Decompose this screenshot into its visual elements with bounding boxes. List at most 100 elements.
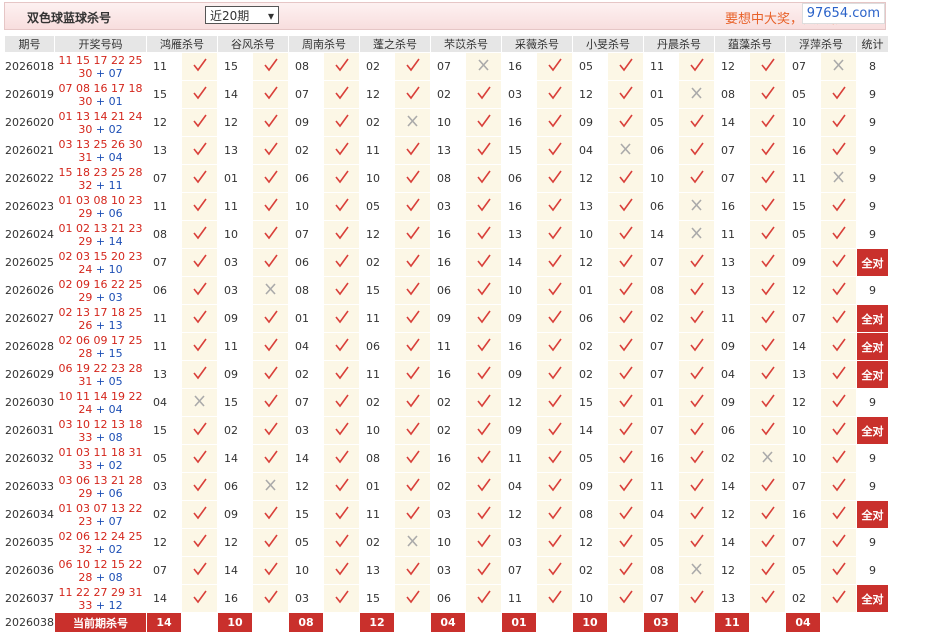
result-cell xyxy=(749,584,786,613)
result-cell xyxy=(252,360,289,389)
result-cell xyxy=(536,80,573,109)
check-icon xyxy=(263,422,278,436)
result-cell xyxy=(465,500,502,529)
check-icon xyxy=(334,142,349,156)
red-ball: 23 xyxy=(128,221,143,235)
result-cell xyxy=(678,248,715,277)
red-ball: 01 xyxy=(58,445,73,459)
kill-number: 06 xyxy=(714,416,750,445)
check-icon xyxy=(405,394,420,408)
kill-number: 11 xyxy=(643,472,679,501)
result-cell xyxy=(394,584,431,613)
red-ball: 03 xyxy=(76,445,90,459)
result-cell xyxy=(394,360,431,389)
red-ball: 24 xyxy=(128,109,143,123)
result-cell xyxy=(678,220,715,249)
draw-numbers: 03 06 13 21 28 29 + 06 xyxy=(54,472,147,501)
kill-number: 11 xyxy=(217,192,253,221)
kill-number: 05 xyxy=(572,52,608,81)
red-ball: 12 xyxy=(93,417,108,431)
kill-number: 12 xyxy=(572,248,608,277)
kill-number: 12 xyxy=(146,528,182,557)
check-icon xyxy=(547,226,562,240)
kill-number: 16 xyxy=(785,500,821,529)
red-ball: 32 xyxy=(78,178,93,192)
kill-number: 10 xyxy=(785,416,821,445)
check-icon xyxy=(334,310,349,324)
period: 2026020 xyxy=(4,108,55,137)
empty-cell xyxy=(820,612,857,633)
result-cell xyxy=(536,500,573,529)
red-ball: 13 xyxy=(93,473,108,487)
red-ball: 03 xyxy=(76,501,90,515)
draw-numbers: 01 03 07 13 22 23 + 07 xyxy=(54,500,147,529)
check-icon xyxy=(689,282,704,296)
check-icon xyxy=(476,198,491,212)
blue-ball: + 08 xyxy=(95,430,123,444)
result-cell xyxy=(394,52,431,81)
result-cell xyxy=(536,192,573,221)
kill-number: 13 xyxy=(714,248,750,277)
result-cell xyxy=(678,80,715,109)
red-ball: 12 xyxy=(93,529,108,543)
red-ball: 12 xyxy=(93,557,108,571)
red-ball: 01 xyxy=(58,193,73,207)
result-cell xyxy=(323,304,360,333)
draw-numbers: 02 03 15 20 23 24 + 10 xyxy=(54,248,147,277)
kill-number: 04 xyxy=(714,360,750,389)
result-cell xyxy=(252,332,289,361)
result-cell xyxy=(536,248,573,277)
check-icon xyxy=(192,170,207,184)
draw-numbers: 01 03 08 10 23 29 + 06 xyxy=(54,192,147,221)
period: 2026036 xyxy=(4,556,55,585)
period: 2026032 xyxy=(4,444,55,473)
result-cell xyxy=(465,80,502,109)
check-icon xyxy=(476,394,491,408)
check-icon xyxy=(689,450,704,464)
kill-number: 04 xyxy=(288,332,324,361)
result-cell xyxy=(394,248,431,277)
check-icon xyxy=(760,254,775,268)
period: 2026034 xyxy=(4,500,55,529)
red-ball: 17 xyxy=(93,53,108,67)
kill-number: 08 xyxy=(643,556,679,585)
result-cell xyxy=(678,164,715,193)
red-ball: 15 xyxy=(76,53,90,67)
red-ball: 18 xyxy=(76,165,90,179)
result-cell xyxy=(607,472,644,501)
check-icon xyxy=(689,506,704,520)
kill-number: 14 xyxy=(217,80,253,109)
result-cell xyxy=(820,528,857,557)
check-icon xyxy=(405,590,420,604)
result-cell xyxy=(749,276,786,305)
red-ball: 06 xyxy=(58,557,73,571)
stat: 全对 xyxy=(856,360,889,389)
period: 2026022 xyxy=(4,164,55,193)
result-cell xyxy=(181,136,218,165)
result-cell xyxy=(749,472,786,501)
result-cell xyxy=(820,276,857,305)
empty-cell xyxy=(252,612,289,633)
kill-number: 03 xyxy=(288,584,324,613)
red-ball: 22 xyxy=(76,585,90,599)
check-icon xyxy=(476,282,491,296)
current-kill: 04 xyxy=(430,612,466,633)
result-cell xyxy=(536,388,573,417)
red-ball: 18 xyxy=(111,445,125,459)
draw-numbers: 03 13 25 26 30 31 + 04 xyxy=(54,136,147,165)
kill-number: 09 xyxy=(501,416,537,445)
period: 2026018 xyxy=(4,52,55,81)
kill-number: 10 xyxy=(643,164,679,193)
kill-number: 16 xyxy=(501,192,537,221)
stat: 全对 xyxy=(856,332,889,361)
red-ball: 13 xyxy=(111,501,125,515)
blue-ball: + 10 xyxy=(95,262,123,276)
check-icon xyxy=(192,58,207,72)
result-cell xyxy=(820,136,857,165)
result-cell xyxy=(252,416,289,445)
red-ball: 15 xyxy=(93,249,108,263)
red-ball: 28 xyxy=(128,165,143,179)
period-select[interactable]: 近20期 ▾ xyxy=(205,6,279,24)
red-ball: 08 xyxy=(76,81,90,95)
result-cell xyxy=(465,192,502,221)
